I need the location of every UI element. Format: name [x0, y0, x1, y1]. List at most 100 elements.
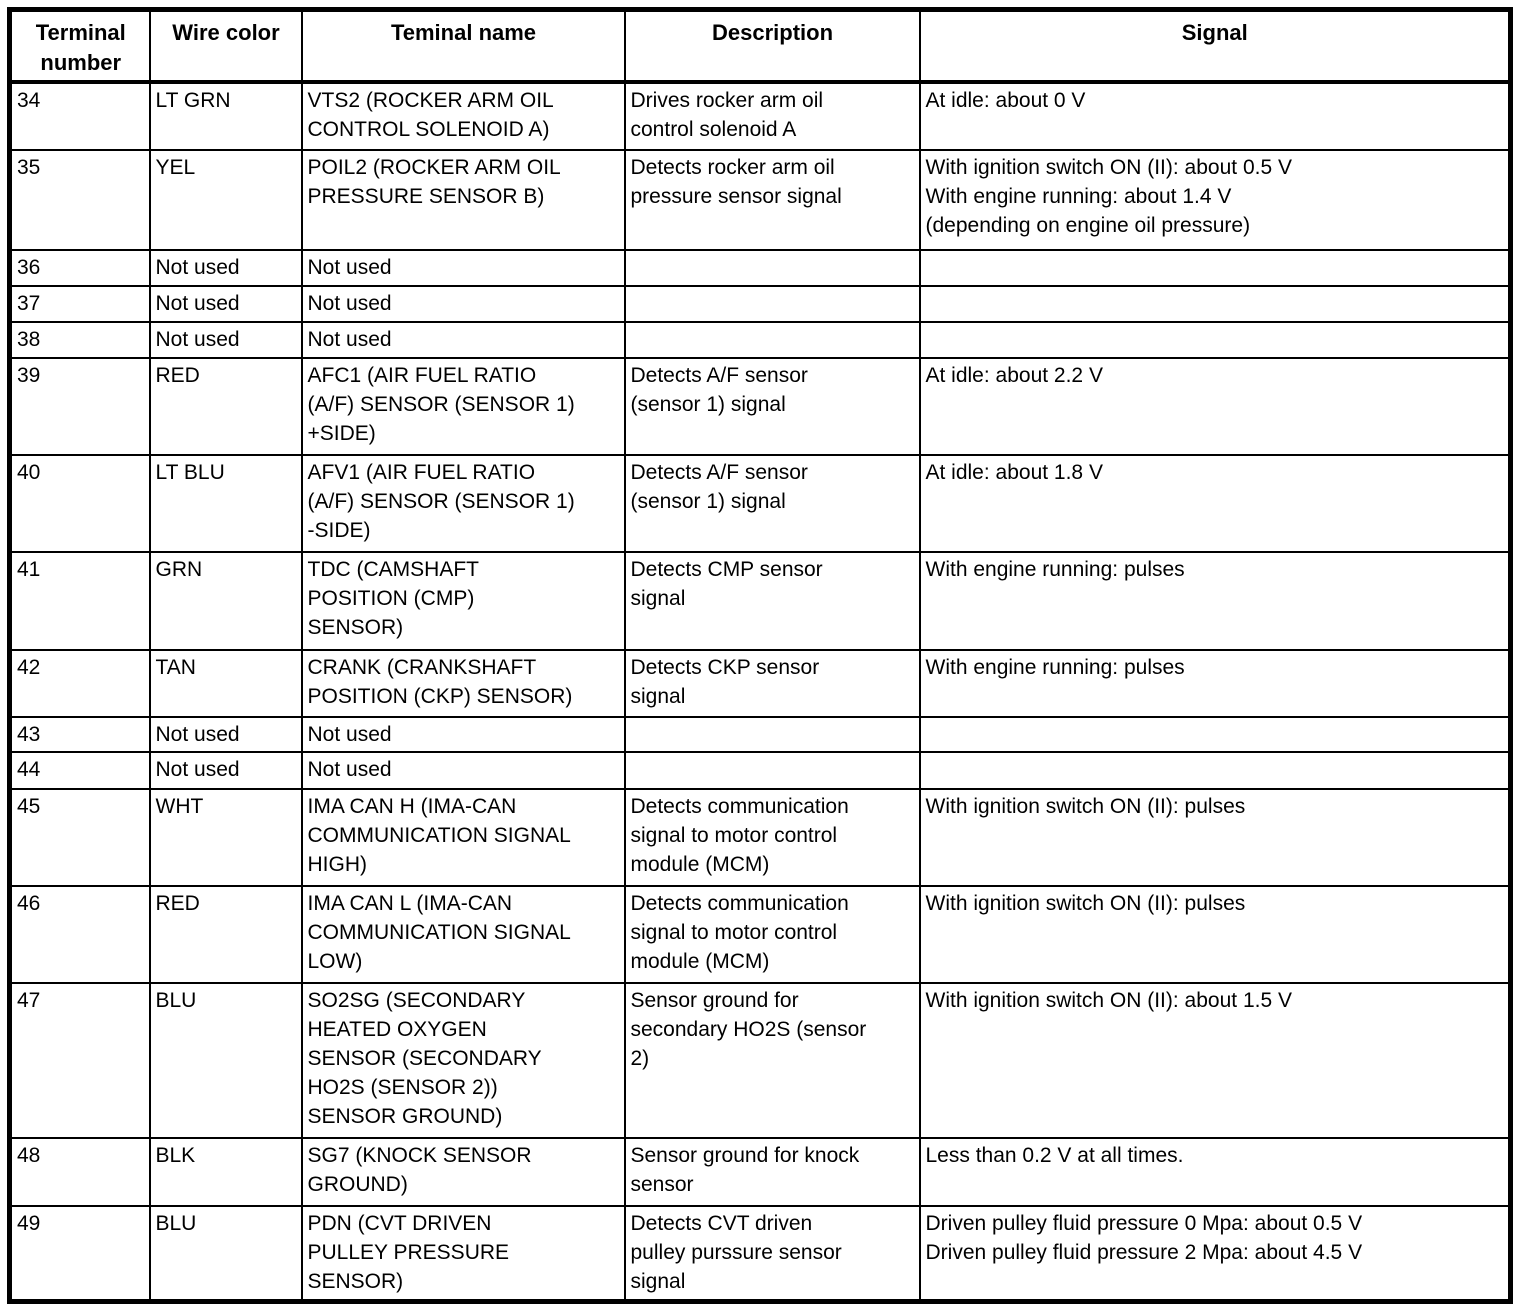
cell-signal: At idle: about 2.2 V: [918, 357, 1512, 456]
cell-terminal-name: Not used: [300, 285, 626, 323]
terminal-pinout-table: Terminal number Wire color Teminal name …: [7, 7, 1513, 1304]
cell-description: Detects A/F sensor (sensor 1) signal: [623, 357, 921, 456]
cell-terminal-number: 36: [8, 249, 151, 287]
cell-wire-color: BLK: [148, 1137, 303, 1207]
header-description: Description: [623, 8, 921, 84]
cell-terminal-name: VTS2 (ROCKER ARM OIL CONTROL SOLENOID A): [300, 81, 626, 151]
cell-description: [623, 321, 921, 359]
cell-signal: With ignition switch ON (II): pulses: [918, 885, 1512, 984]
cell-terminal-number: 35: [8, 149, 151, 251]
cell-signal: With engine running: pulses: [918, 649, 1512, 718]
cell-signal: [918, 716, 1512, 753]
cell-description: [623, 751, 921, 790]
cell-wire-color: Not used: [148, 751, 303, 790]
cell-terminal-name: SO2SG (SECONDARY HEATED OXYGEN SENSOR (S…: [300, 982, 626, 1139]
cell-signal: At idle: about 0 V: [918, 81, 1512, 151]
cell-terminal-number: 37: [8, 285, 151, 323]
cell-terminal-name: IMA CAN L (IMA-CAN COMMUNICATION SIGNAL …: [300, 885, 626, 984]
cell-description: [623, 716, 921, 753]
cell-wire-color: Not used: [148, 716, 303, 753]
cell-signal: Less than 0.2 V at all times.: [918, 1137, 1512, 1207]
cell-wire-color: BLU: [148, 1205, 303, 1302]
cell-terminal-number: 45: [8, 788, 151, 887]
cell-description: [623, 249, 921, 287]
cell-terminal-name: CRANK (CRANKSHAFT POSITION (CKP) SENSOR): [300, 649, 626, 718]
cell-signal: With engine running: pulses: [918, 551, 1512, 651]
cell-terminal-name: IMA CAN H (IMA-CAN COMMUNICATION SIGNAL …: [300, 788, 626, 887]
cell-description: Detects communication signal to motor co…: [623, 885, 921, 984]
cell-wire-color: LT GRN: [148, 81, 303, 151]
cell-signal: [918, 321, 1512, 359]
cell-terminal-name: Not used: [300, 321, 626, 359]
cell-terminal-name: POIL2 (ROCKER ARM OIL PRESSURE SENSOR B): [300, 149, 626, 251]
cell-terminal-number: 40: [8, 454, 151, 553]
cell-signal: At idle: about 1.8 V: [918, 454, 1512, 553]
table-row: 49 BLU PDN (CVT DRIVEN PULLEY PRESSURE S…: [8, 1205, 1512, 1302]
table-row: 45 WHT IMA CAN H (IMA-CAN COMMUNICATION …: [8, 788, 1512, 887]
cell-wire-color: LT BLU: [148, 454, 303, 553]
cell-wire-color: RED: [148, 357, 303, 456]
cell-wire-color: Not used: [148, 321, 303, 359]
cell-terminal-number: 43: [8, 716, 151, 753]
cell-signal: [918, 249, 1512, 287]
table-row: 39 RED AFC1 (AIR FUEL RATIO (A/F) SENSOR…: [8, 357, 1512, 456]
cell-terminal-number: 41: [8, 551, 151, 651]
cell-terminal-name: AFC1 (AIR FUEL RATIO (A/F) SENSOR (SENSO…: [300, 357, 626, 456]
cell-terminal-number: 34: [8, 81, 151, 151]
cell-terminal-number: 44: [8, 751, 151, 790]
cell-terminal-number: 47: [8, 982, 151, 1139]
cell-terminal-number: 46: [8, 885, 151, 984]
table-row: 38 Not used Not used: [8, 321, 1512, 359]
cell-terminal-number: 48: [8, 1137, 151, 1207]
cell-signal: [918, 751, 1512, 790]
table-header-row: Terminal number Wire color Teminal name …: [8, 8, 1512, 84]
cell-description: Detects CVT driven pulley purssure senso…: [623, 1205, 921, 1302]
cell-terminal-name: SG7 (KNOCK SENSOR GROUND): [300, 1137, 626, 1207]
table-row: 43 Not used Not used: [8, 716, 1512, 753]
cell-wire-color: TAN: [148, 649, 303, 718]
cell-description: Sensor ground for knock sensor: [623, 1137, 921, 1207]
cell-wire-color: YEL: [148, 149, 303, 251]
cell-terminal-name: Not used: [300, 751, 626, 790]
cell-terminal-name: AFV1 (AIR FUEL RATIO (A/F) SENSOR (SENSO…: [300, 454, 626, 553]
cell-wire-color: Not used: [148, 249, 303, 287]
cell-description: Detects rocker arm oil pressure sensor s…: [623, 149, 921, 251]
cell-terminal-name: PDN (CVT DRIVEN PULLEY PRESSURE SENSOR): [300, 1205, 626, 1302]
cell-signal: With ignition switch ON (II): pulses: [918, 788, 1512, 887]
header-terminal-number: Terminal number: [8, 8, 151, 84]
table-row: 40 LT BLU AFV1 (AIR FUEL RATIO (A/F) SEN…: [8, 454, 1512, 553]
table-row: 42 TAN CRANK (CRANKSHAFT POSITION (CKP) …: [8, 649, 1512, 718]
cell-wire-color: BLU: [148, 982, 303, 1139]
cell-description: Detects A/F sensor (sensor 1) signal: [623, 454, 921, 553]
cell-signal: With ignition switch ON (II): about 0.5 …: [918, 149, 1512, 251]
cell-terminal-name: Not used: [300, 716, 626, 753]
table-row: 37 Not used Not used: [8, 285, 1512, 323]
table-row: 36 Not used Not used: [8, 249, 1512, 287]
header-wire-color: Wire color: [148, 8, 303, 84]
cell-description: Drives rocker arm oil control solenoid A: [623, 81, 921, 151]
header-signal: Signal: [918, 8, 1512, 84]
table-row: 34 LT GRN VTS2 (ROCKER ARM OIL CONTROL S…: [8, 81, 1512, 151]
table-row: 41 GRN TDC (CAMSHAFT POSITION (CMP) SENS…: [8, 551, 1512, 651]
cell-wire-color: GRN: [148, 551, 303, 651]
table-row: 35 YEL POIL2 (ROCKER ARM OIL PRESSURE SE…: [8, 149, 1512, 251]
table-row: 47 BLU SO2SG (SECONDARY HEATED OXYGEN SE…: [8, 982, 1512, 1139]
header-terminal-name: Teminal name: [300, 8, 626, 84]
cell-description: Detects CMP sensor signal: [623, 551, 921, 651]
cell-description: Detects CKP sensor signal: [623, 649, 921, 718]
cell-terminal-number: 39: [8, 357, 151, 456]
cell-wire-color: RED: [148, 885, 303, 984]
table-row: 44 Not used Not used: [8, 751, 1512, 790]
cell-wire-color: WHT: [148, 788, 303, 887]
cell-signal: [918, 285, 1512, 323]
cell-terminal-number: 49: [8, 1205, 151, 1302]
cell-signal: Driven pulley fluid pressure 0 Mpa: abou…: [918, 1205, 1512, 1302]
table-row: 48 BLK SG7 (KNOCK SENSOR GROUND) Sensor …: [8, 1137, 1512, 1207]
cell-signal: With ignition switch ON (II): about 1.5 …: [918, 982, 1512, 1139]
cell-terminal-number: 42: [8, 649, 151, 718]
cell-terminal-name: Not used: [300, 249, 626, 287]
cell-description: Sensor ground for secondary HO2S (sensor…: [623, 982, 921, 1139]
table-row: 46 RED IMA CAN L (IMA-CAN COMMUNICATION …: [8, 885, 1512, 984]
cell-description: [623, 285, 921, 323]
